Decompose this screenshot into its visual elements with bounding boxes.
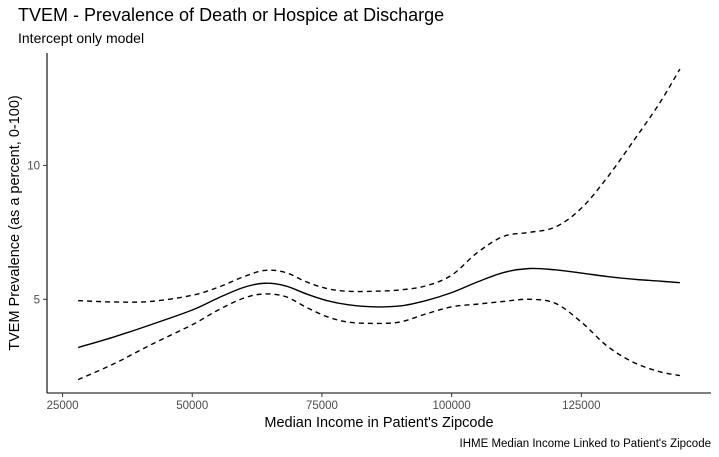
y-axis-ticks: 5 10 xyxy=(27,160,47,306)
x-tick-label: 25000 xyxy=(47,400,79,412)
lower-ci-line xyxy=(77,293,681,381)
chart-caption: IHME Median Income Linked to Patient's Z… xyxy=(460,438,712,450)
x-axis-ticks: 25000 50000 75000 100000 125000 xyxy=(47,393,601,412)
y-tick-label: 5 xyxy=(34,294,40,306)
y-tick-label: 10 xyxy=(27,160,40,172)
x-tick-label: 100000 xyxy=(432,400,470,412)
upper-ci-line xyxy=(78,68,681,303)
series-layer xyxy=(77,68,681,381)
x-axis-title: Median Income in Patient's Zipcode xyxy=(264,415,493,431)
chart-title: TVEM - Prevalence of Death or Hospice at… xyxy=(18,5,444,25)
chart-subtitle: Intercept only model xyxy=(18,30,144,46)
y-axis-title: TVEM Prevalence (as a percent, 0-100) xyxy=(7,95,23,350)
x-tick-label: 50000 xyxy=(176,400,208,412)
estimate-line xyxy=(77,267,680,349)
x-tick-label: 75000 xyxy=(306,400,338,412)
x-tick-label: 125000 xyxy=(562,400,600,412)
